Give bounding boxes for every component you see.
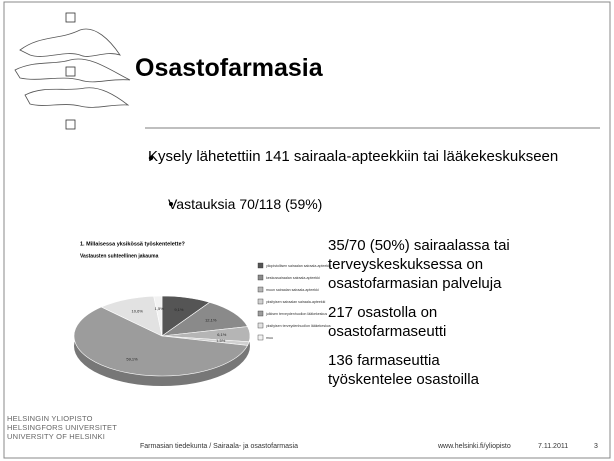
legend-swatch [258,335,263,340]
slice-label: 10,6% [132,308,144,313]
side-text: 35/70 (50%) sairaalassa tai terveyskesku… [328,236,588,293]
logo-text: HELSINGIN YLIOPISTO [7,414,93,423]
slice-label: 12,1% [205,317,217,322]
slice-label: 1,5% [155,306,165,311]
chart-subtitle: Vastausten suhteellinen jakauma [80,253,159,259]
chart-title: 1. Millaisessa yksikössä työskentelette? [80,241,186,247]
legend-swatch [258,323,263,328]
logo-text: HELSINGFORS UNIVERSITET [7,423,117,432]
bullet-text: Kysely lähetettiin 141 sairaala-apteekki… [148,148,582,166]
legend-label: muun sairaalan sairaala-apteekki [266,288,319,292]
legend-label: muu [266,336,273,340]
slice-label: 59,1% [126,357,138,362]
decor-squares [66,13,75,129]
footer-department: Farmasian tiedekunta / Sairaala- ja osas… [140,443,298,450]
legend-label: keskussairaalan sairaala-apteekki [266,276,320,280]
legend-label: julkisen terveydenhuollon lääkekeskus [265,312,327,316]
side-text: 136 farmaseuttia työskentelee osastoilla [328,351,508,389]
footer-date: 7.11.2011 [538,443,568,450]
legend-swatch [258,263,263,268]
legend-swatch [258,311,263,316]
legend-swatch [258,287,263,292]
bullet-text: Vastauksia 70/118 (59%) [168,196,322,212]
slide-title: Osastofarmasia [135,54,323,83]
legend-label: yksityisen sairaalan sairaala-apteekki [266,300,326,304]
footer-url: www.helsinki.fi/yliopisto [438,443,511,450]
legend-label: yliopistollisen sairaalan sairaala-aptee… [266,264,331,268]
footer-page: 3 [594,443,598,450]
slide: 1. Millaisessa yksikössä työskentelette?… [0,0,614,461]
side-text: 217 osastolla on osastofarmaseutti [328,303,478,341]
slice-label: 9,1% [174,307,184,312]
legend-swatch [258,299,263,304]
pie-chart: 1. Millaisessa yksikössä työskentelette?… [74,241,331,386]
logo-text: UNIVERSITY OF HELSINKI [7,432,105,441]
slice-label: 6,1% [217,332,227,337]
legend-label: yksityisen terveydenhuollon lääkekeskus [266,324,331,328]
legend-swatch [258,275,263,280]
